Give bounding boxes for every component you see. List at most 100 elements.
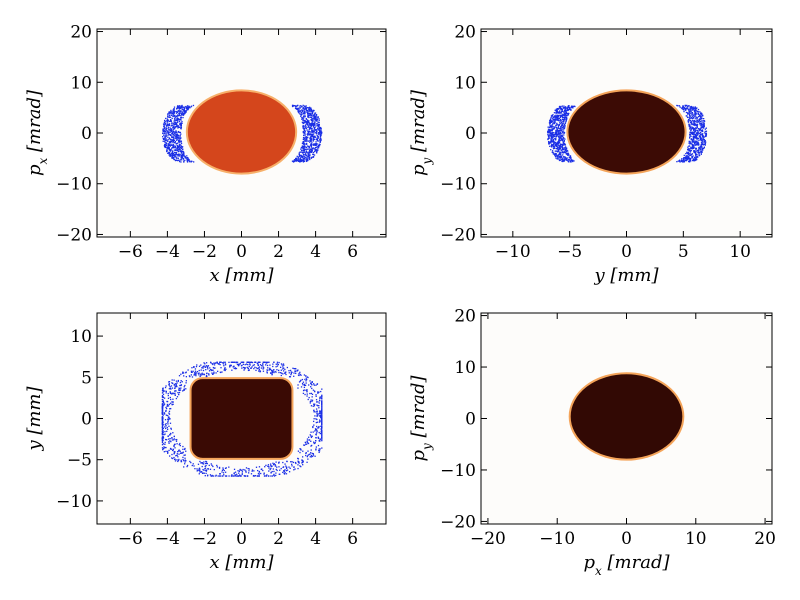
halo-point: [689, 149, 691, 152]
halo-point: [317, 391, 319, 393]
halo-point: [690, 110, 692, 112]
halo-point: [201, 367, 203, 369]
halo-point: [690, 138, 692, 140]
halo-point: [559, 107, 562, 109]
halo-point: [162, 393, 165, 396]
halo-point: [301, 117, 303, 119]
halo-point: [272, 365, 274, 368]
halo-point: [180, 123, 182, 126]
halo-point: [173, 379, 175, 381]
halo-point: [191, 376, 194, 378]
halo-point: [179, 442, 181, 445]
halo-point: [175, 151, 178, 154]
halo-point: [557, 125, 560, 127]
halo-point: [258, 471, 260, 473]
halo-point: [306, 395, 308, 397]
halo-point: [195, 375, 197, 377]
halo-point: [241, 472, 243, 474]
halo-point: [190, 105, 193, 107]
halo-point: [174, 115, 176, 117]
halo-point: [563, 143, 566, 145]
halo-point: [704, 144, 706, 146]
halo-point: [296, 370, 298, 372]
halo-point: [174, 133, 176, 135]
halo-point: [180, 142, 183, 145]
halo-point: [552, 126, 554, 128]
halo-point: [295, 462, 297, 465]
halo-point: [314, 135, 316, 137]
halo-point: [174, 460, 177, 462]
halo-point: [300, 115, 302, 118]
halo-point: [558, 139, 561, 142]
halo-point: [319, 410, 321, 412]
halo-point: [693, 159, 695, 161]
y-tick-label: 10: [454, 358, 476, 378]
halo-point: [169, 116, 172, 118]
halo-point: [251, 366, 253, 368]
halo-point: [170, 388, 172, 390]
halo-point: [238, 475, 240, 477]
halo-point: [318, 121, 320, 124]
halo-point: [171, 129, 173, 132]
halo-point: [693, 117, 695, 119]
halo-point: [310, 145, 312, 147]
halo-point: [240, 469, 243, 471]
halo-point: [180, 105, 182, 107]
halo-point: [167, 134, 169, 136]
halo-point: [572, 160, 574, 163]
halo-point: [703, 120, 705, 122]
halo-point: [298, 160, 300, 162]
halo-point: [233, 475, 235, 477]
halo-point: [549, 118, 552, 121]
halo-point: [308, 127, 311, 129]
halo-point: [173, 120, 175, 122]
halo-point: [248, 363, 251, 365]
halo-point: [167, 418, 170, 421]
halo-point: [313, 115, 315, 117]
halo-point: [563, 117, 566, 119]
halo-point: [233, 367, 235, 370]
halo-point: [319, 397, 321, 399]
halo-point: [234, 367, 236, 369]
halo-point: [319, 412, 321, 414]
halo-point: [305, 380, 307, 382]
halo-point: [554, 138, 556, 140]
halo-point: [687, 148, 689, 151]
halo-point: [249, 364, 251, 366]
halo-point: [698, 136, 701, 138]
halo-point: [162, 132, 164, 134]
halo-point: [196, 468, 198, 470]
halo-point: [315, 150, 317, 152]
halo-point: [213, 367, 215, 369]
halo-point: [703, 136, 705, 138]
halo-point: [676, 161, 678, 163]
halo-point: [693, 129, 695, 131]
halo-point: [698, 147, 700, 149]
halo-point: [557, 133, 560, 135]
x-tick-label: 5: [678, 242, 689, 262]
halo-point: [316, 425, 318, 428]
halo-point: [700, 115, 702, 118]
halo-point: [309, 133, 311, 136]
halo-point: [247, 363, 249, 366]
halo-point: [304, 130, 306, 132]
halo-point: [216, 466, 218, 468]
halo-point: [699, 123, 701, 126]
halo-point: [313, 143, 315, 145]
halo-point: [550, 141, 553, 143]
halo-point: [288, 376, 291, 378]
halo-point: [688, 116, 690, 119]
halo-point: [320, 138, 322, 140]
halo-point: [696, 141, 698, 144]
halo-point: [205, 461, 208, 463]
halo-point: [205, 472, 207, 475]
halo-point: [180, 157, 182, 159]
x-tick-label: −4: [155, 529, 180, 549]
halo-point: [701, 114, 704, 116]
halo-point: [691, 153, 694, 155]
halo-point: [183, 386, 185, 388]
halo-point: [177, 110, 179, 112]
halo-point: [176, 438, 178, 441]
halo-point: [321, 394, 323, 396]
halo-point: [302, 464, 304, 466]
